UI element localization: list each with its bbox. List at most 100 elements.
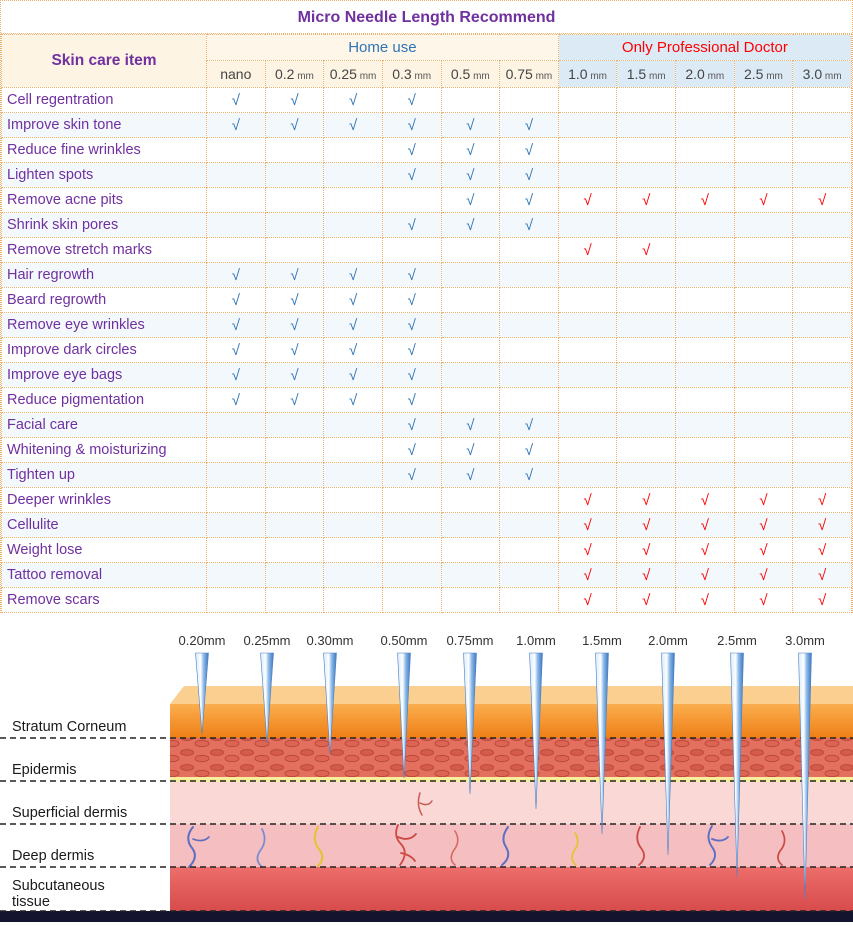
empty-cell [499,287,559,313]
column-value: 0.75 [505,66,533,82]
check-mark: √ [440,162,501,188]
empty-cell [792,412,852,438]
empty-cell [792,387,852,413]
empty-cell [616,312,676,338]
layer-label: Subcutaneous [12,878,105,894]
vessel-decorations [187,792,786,868]
empty-cell [323,412,383,438]
check-mark: √ [206,87,266,113]
row-label: Improve eye bags [1,362,207,388]
needle-length-label: 0.20mm [179,633,226,648]
check-mark: √ [557,237,618,263]
empty-cell [792,112,852,138]
empty-cell [557,387,618,413]
empty-cell [792,137,852,163]
check-mark: √ [206,337,266,363]
empty-cell [792,462,852,488]
needle-length-table: Skin care item Home use Only Professiona… [1,34,853,613]
empty-cell [675,262,735,288]
empty-cell [616,112,676,138]
empty-cell [792,162,852,188]
table-row: Lighten spots √ √ √ [1,162,852,188]
check-mark: √ [499,112,559,138]
needle-length-label: 1.0mm [516,633,556,648]
empty-cell [675,287,735,313]
check-mark: √ [733,512,794,538]
empty-cell [264,487,325,513]
empty-cell [206,562,266,588]
layer-label: tissue [12,894,50,910]
empty-cell [792,237,852,263]
empty-cell [557,162,618,188]
empty-cell [616,212,676,238]
column-unit: mm [470,71,490,82]
empty-cell [675,387,735,413]
empty-cell [440,262,501,288]
table-row: Cellulite √ √ √ √ √ [1,512,852,538]
column-value: 0.25 [329,66,357,82]
row-label: Tattoo removal [1,562,207,588]
check-mark: √ [616,512,676,538]
empty-cell [381,187,442,213]
empty-cell [675,437,735,463]
empty-cell [557,437,618,463]
empty-cell [733,287,794,313]
empty-cell [792,87,852,113]
empty-cell [557,87,618,113]
empty-cell [499,362,559,388]
needle-icon [195,652,209,735]
empty-cell [675,212,735,238]
empty-cell [675,462,735,488]
empty-cell [264,437,325,463]
empty-cell [792,287,852,313]
empty-cell [499,237,559,263]
empty-cell [440,512,501,538]
check-mark: √ [616,237,676,263]
needle-length-label: 3.0mm [785,633,825,648]
check-mark: √ [381,337,442,363]
check-mark: √ [792,512,852,538]
layer-label: Epidermis [12,762,76,778]
check-mark: √ [264,87,325,113]
column-value: 3.0 [802,66,823,82]
superficial-dermis-band [170,782,853,824]
empty-cell [440,237,501,263]
empty-cell [792,337,852,363]
empty-cell [206,162,266,188]
empty-cell [616,137,676,163]
check-mark: √ [499,212,559,238]
table-row: Tattoo removal √ √ √ √ √ [1,562,852,588]
check-mark: √ [557,187,618,213]
recommendation-sheet: Micro Needle Length Recommend Skin care … [0,0,853,613]
needle-length-label: 0.25mm [244,633,291,648]
page-title: Micro Needle Length Recommend [1,1,852,34]
check-mark: √ [323,337,383,363]
empty-cell [616,262,676,288]
table-row: Cell regentration √ √ √ √ [1,87,852,113]
check-mark: √ [206,387,266,413]
empty-cell [206,487,266,513]
skin-top-face [170,686,853,704]
column-unit: mm [646,71,666,82]
bottom-edge-band [0,911,853,922]
check-mark: √ [264,362,325,388]
empty-cell [264,412,325,438]
empty-cell [792,437,852,463]
group-header-row: Skin care item Home use Only Professiona… [1,34,853,88]
check-mark: √ [381,362,442,388]
empty-cell [675,137,735,163]
column-header: 2.0 mm [675,60,735,88]
row-label: Reduce pigmentation [1,387,207,413]
check-mark: √ [675,487,735,513]
empty-cell [381,537,442,563]
needle-icon [463,652,477,795]
column-unit: mm [356,71,377,82]
column-unit: mm [763,71,783,82]
check-mark: √ [264,287,325,313]
needle-icon [260,652,274,744]
needle-icon [798,652,812,900]
layer-label: Deep dermis [12,848,94,864]
empty-cell [499,562,559,588]
row-label: Weight lose [1,537,207,563]
empty-cell [323,437,383,463]
